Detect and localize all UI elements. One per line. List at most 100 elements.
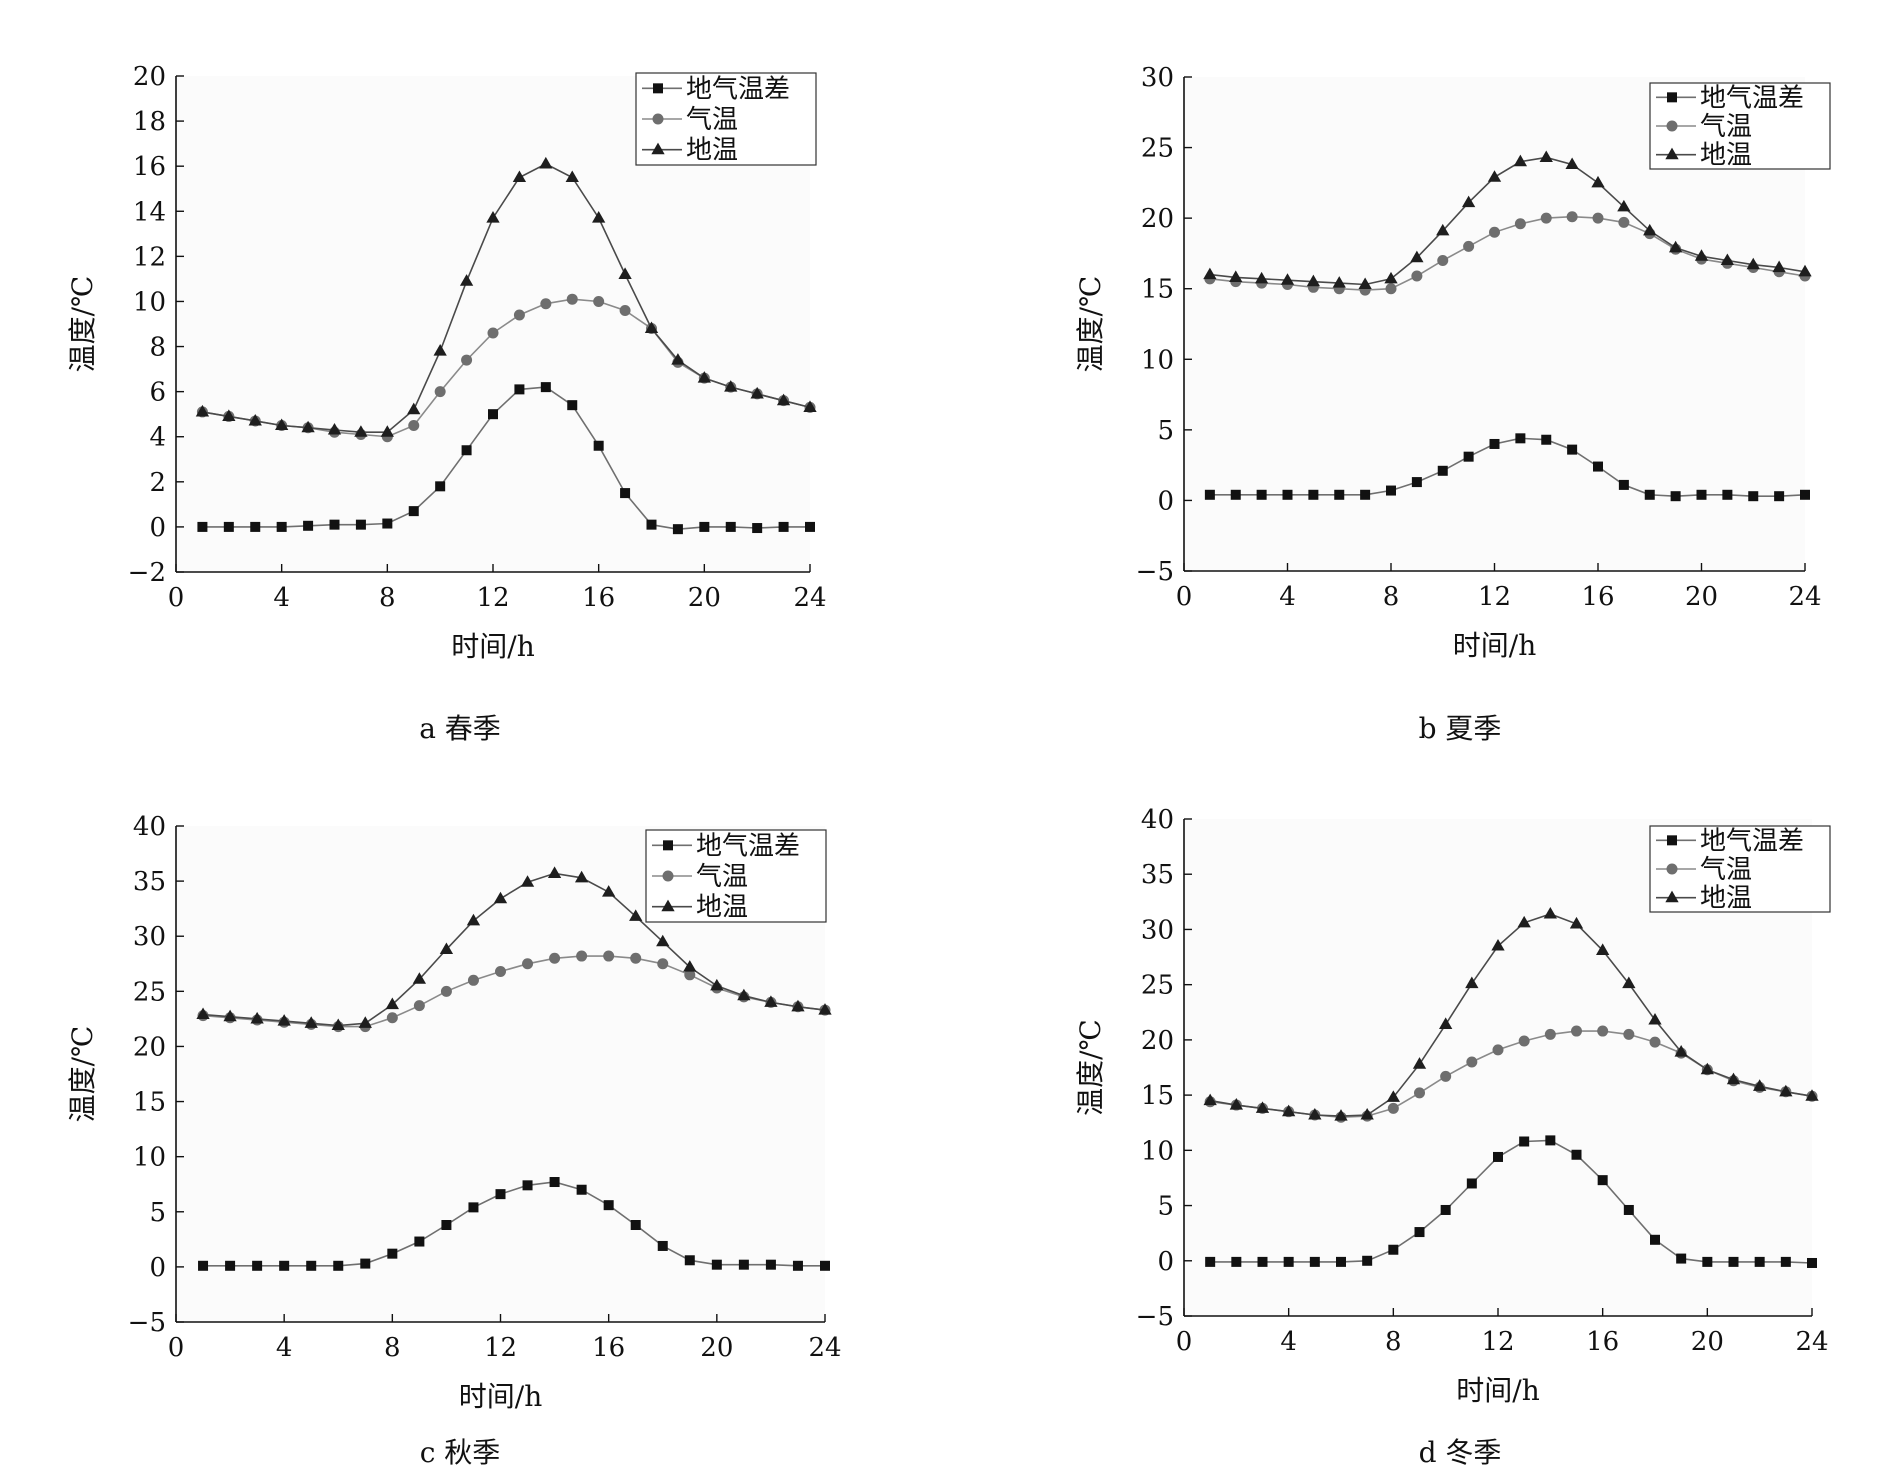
data-point [1461,195,1476,208]
y-tick-label: 25 [133,977,166,1007]
data-point [1539,150,1553,163]
legend-marker [1666,863,1678,875]
y-tick-label: 4 [149,423,166,453]
data-point [1800,489,1810,500]
data-point [514,384,525,395]
y-tick-label: 5 [1157,416,1174,446]
data-point [549,952,561,964]
x-tick-label: 20 [1685,582,1718,612]
legend-marker [1665,890,1679,903]
data-point [1440,1204,1451,1215]
data-point [493,891,508,904]
data-point [1410,250,1424,263]
data-point [306,1260,317,1271]
data-point [620,488,631,499]
data-point [593,440,604,451]
x-axis-title: 时间/h [1456,1374,1539,1407]
data-point [1700,1062,1714,1075]
data-point [567,400,578,411]
x-tick-label: 0 [1176,1327,1193,1357]
legend-label: 地气温差 [696,831,800,861]
data-point [225,1260,236,1271]
data-point [1231,1256,1242,1267]
data-point [1592,212,1604,224]
y-tick-label: 20 [133,1032,166,1062]
x-axis-title: 时间/h [1453,629,1536,662]
data-point [1772,260,1786,273]
data-point [380,425,394,437]
y-tick-label: 5 [149,1198,166,1228]
legend-label: 气温 [1700,855,1752,885]
data-point [386,1012,398,1024]
x-tick-label: 8 [379,583,396,613]
x-tick-label: 0 [1176,582,1193,612]
data-point [197,521,208,532]
data-point [408,506,419,517]
series-triangle [1203,906,1819,1121]
data-point [1565,157,1579,170]
legend-marker [1667,835,1677,846]
data-point [1622,976,1636,989]
data-point [1696,489,1707,500]
data-point [1644,489,1655,500]
data-point [279,1260,290,1271]
data-point [1230,489,1241,500]
data-point [1753,1079,1767,1091]
x-tick-label: 12 [476,583,509,613]
y-tick-label: 16 [133,152,166,182]
y-tick-label: 35 [133,867,166,897]
data-point [1541,434,1552,445]
legend-label: 地温 [1700,884,1752,914]
x-tick-label: 24 [793,583,826,613]
y-axis-title: 温度/℃ [66,276,99,373]
x-tick-label: 16 [1586,1327,1619,1357]
data-point [488,409,498,420]
data-point [1544,1028,1556,1040]
data-point [574,870,589,883]
data-point [619,304,631,316]
legend-marker [1665,147,1679,160]
data-point [355,519,366,530]
data-point [512,170,527,183]
data-point [1463,451,1474,462]
data-point [1514,218,1526,230]
data-point [1414,1087,1425,1099]
data-point [439,942,454,954]
legend-label: 地温 [686,136,738,166]
data-point [1388,1244,1399,1255]
legend-label: 气温 [686,105,738,135]
data-point [752,523,763,534]
y-tick-label: 20 [1141,204,1174,234]
data-point [697,371,711,383]
data-point [1489,226,1500,238]
y-tick-label: 20 [1141,1026,1174,1056]
data-point [1204,489,1215,500]
x-tick-label: 20 [1691,1327,1724,1357]
data-point [1596,943,1610,955]
data-point [198,1260,209,1271]
data-point [1437,465,1448,476]
x-tick-label: 4 [276,1333,293,1363]
data-point [764,995,778,1007]
data-point [1754,1256,1765,1267]
data-point [1489,438,1500,449]
data-point [1807,1257,1817,1268]
data-point [275,418,289,431]
data-point [711,1259,722,1270]
data-point [776,393,791,406]
y-tick-label: 40 [1141,805,1174,835]
data-point [1643,223,1657,236]
x-tick-label: 16 [582,583,615,613]
data-point [1387,1102,1399,1114]
data-point [644,321,659,334]
data-point [1623,1204,1634,1215]
data-point [1493,1151,1503,1162]
data-point [1229,270,1243,282]
y-axis-title: 温度/℃ [1074,1019,1107,1116]
y-tick-label: 2 [149,468,166,498]
data-point [1648,1013,1662,1025]
series-triangle [196,866,832,1031]
data-point [792,1260,803,1271]
